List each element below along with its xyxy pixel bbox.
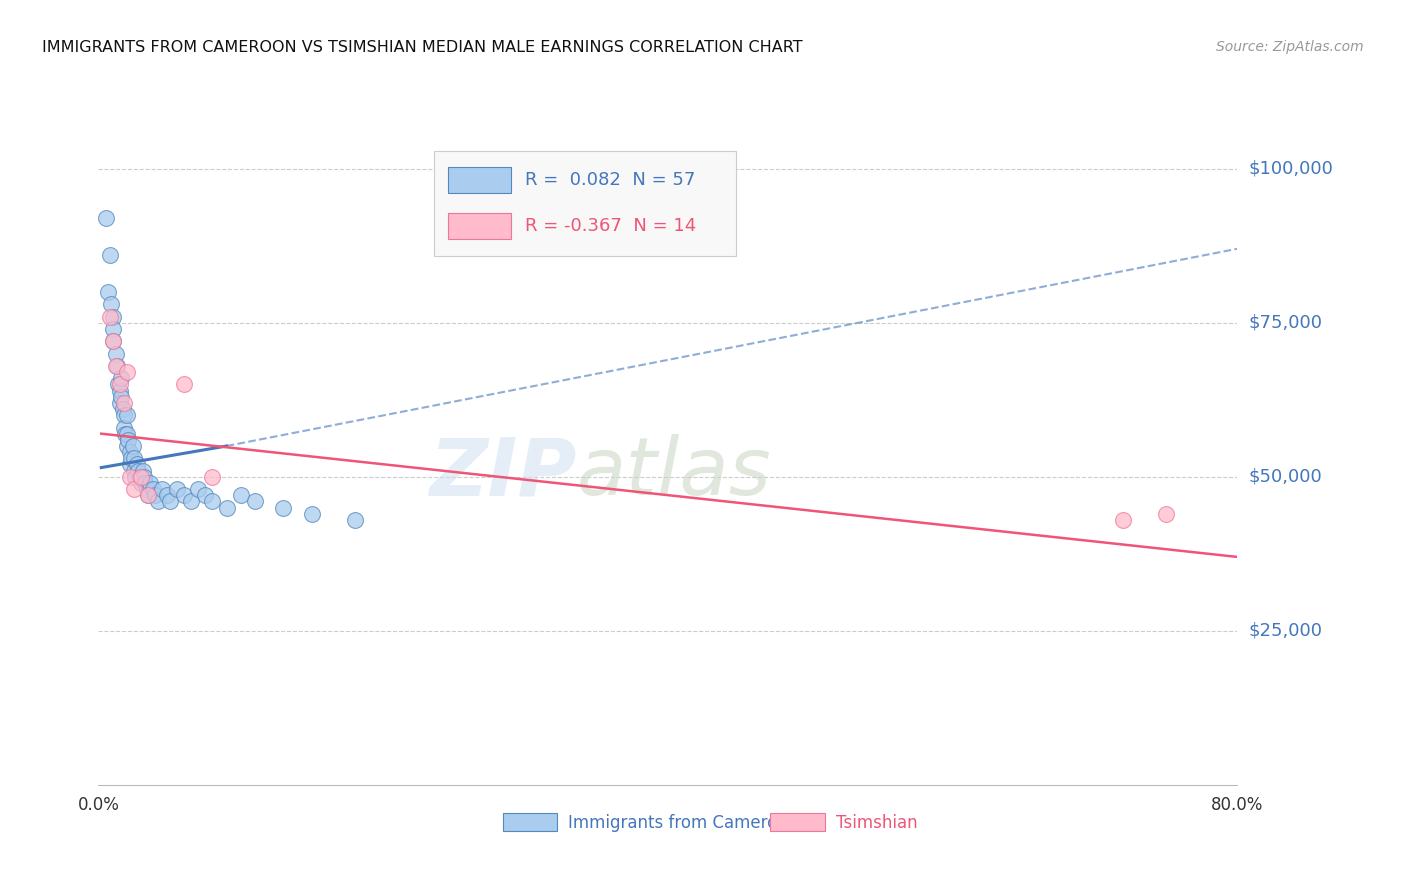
Point [141,482,163,496]
Text: R = -0.367  N = 14: R = -0.367 N = 14 [526,218,697,235]
Point [173,488,195,502]
Point [136,488,159,502]
Point [101,334,124,349]
Point [148,494,170,508]
Point [229,488,252,502]
Point [104,346,127,360]
Point [108,384,131,398]
Point [115,426,138,441]
Point [201,494,224,508]
Point [129,475,152,490]
Point [108,377,131,392]
Text: $75,000: $75,000 [1249,314,1323,332]
Text: atlas: atlas [576,434,772,512]
Point [215,500,238,515]
Point [110,371,132,385]
Point [131,464,153,478]
Point [105,359,128,373]
Point [122,451,145,466]
Point [121,439,143,453]
Point [118,445,141,459]
Point [127,464,149,478]
Point [156,488,179,502]
Point [343,513,366,527]
Point [114,426,136,441]
Point [159,494,181,508]
Point [135,482,157,496]
Point [98,310,121,324]
Point [152,482,174,496]
Text: Source: ZipAtlas.com: Source: ZipAtlas.com [1216,40,1364,54]
Text: R =  0.082  N = 57: R = 0.082 N = 57 [526,171,696,189]
Text: $100,000: $100,000 [1249,160,1333,178]
Point [134,475,156,490]
Point [122,464,145,478]
Point [108,396,131,410]
Point [180,494,202,508]
Point [187,482,209,496]
Point [273,500,295,515]
Point [120,451,142,466]
Point [98,248,121,262]
Text: $50,000: $50,000 [1249,467,1322,486]
Point [112,396,135,410]
Point [111,402,134,417]
FancyBboxPatch shape [503,814,557,831]
Point [100,297,122,311]
Point [101,322,124,336]
Point [112,420,135,434]
Point [104,359,127,373]
Point [115,365,138,379]
Point [243,494,266,508]
Point [122,482,145,496]
Point [115,439,138,453]
Text: Tsimshian: Tsimshian [837,814,918,832]
Point [129,470,152,484]
Point [118,470,141,484]
Text: ZIP: ZIP [429,434,576,512]
Point [101,334,124,349]
Point [125,458,148,472]
Point [128,470,150,484]
Point [110,390,132,404]
Point [132,470,155,484]
Point [136,488,159,502]
Text: $25,000: $25,000 [1249,622,1323,640]
Point [112,408,135,422]
Point [107,377,129,392]
FancyBboxPatch shape [434,151,737,256]
Point [124,470,146,484]
Point [166,482,188,496]
Point [94,211,117,225]
Point [1154,507,1177,521]
Point [194,488,217,502]
FancyBboxPatch shape [449,168,510,194]
FancyBboxPatch shape [449,213,510,239]
Point [115,408,138,422]
Point [117,433,139,447]
Point [1112,513,1135,527]
Point [101,310,124,324]
Text: IMMIGRANTS FROM CAMEROON VS TSIMSHIAN MEDIAN MALE EARNINGS CORRELATION CHART: IMMIGRANTS FROM CAMEROON VS TSIMSHIAN ME… [42,40,803,55]
Point [118,458,141,472]
Point [301,507,323,521]
Point [173,377,195,392]
Point [138,475,160,490]
FancyBboxPatch shape [770,814,825,831]
Point [201,470,224,484]
Point [145,488,167,502]
Point [97,285,120,299]
Text: Immigrants from Cameroon: Immigrants from Cameroon [568,814,797,832]
